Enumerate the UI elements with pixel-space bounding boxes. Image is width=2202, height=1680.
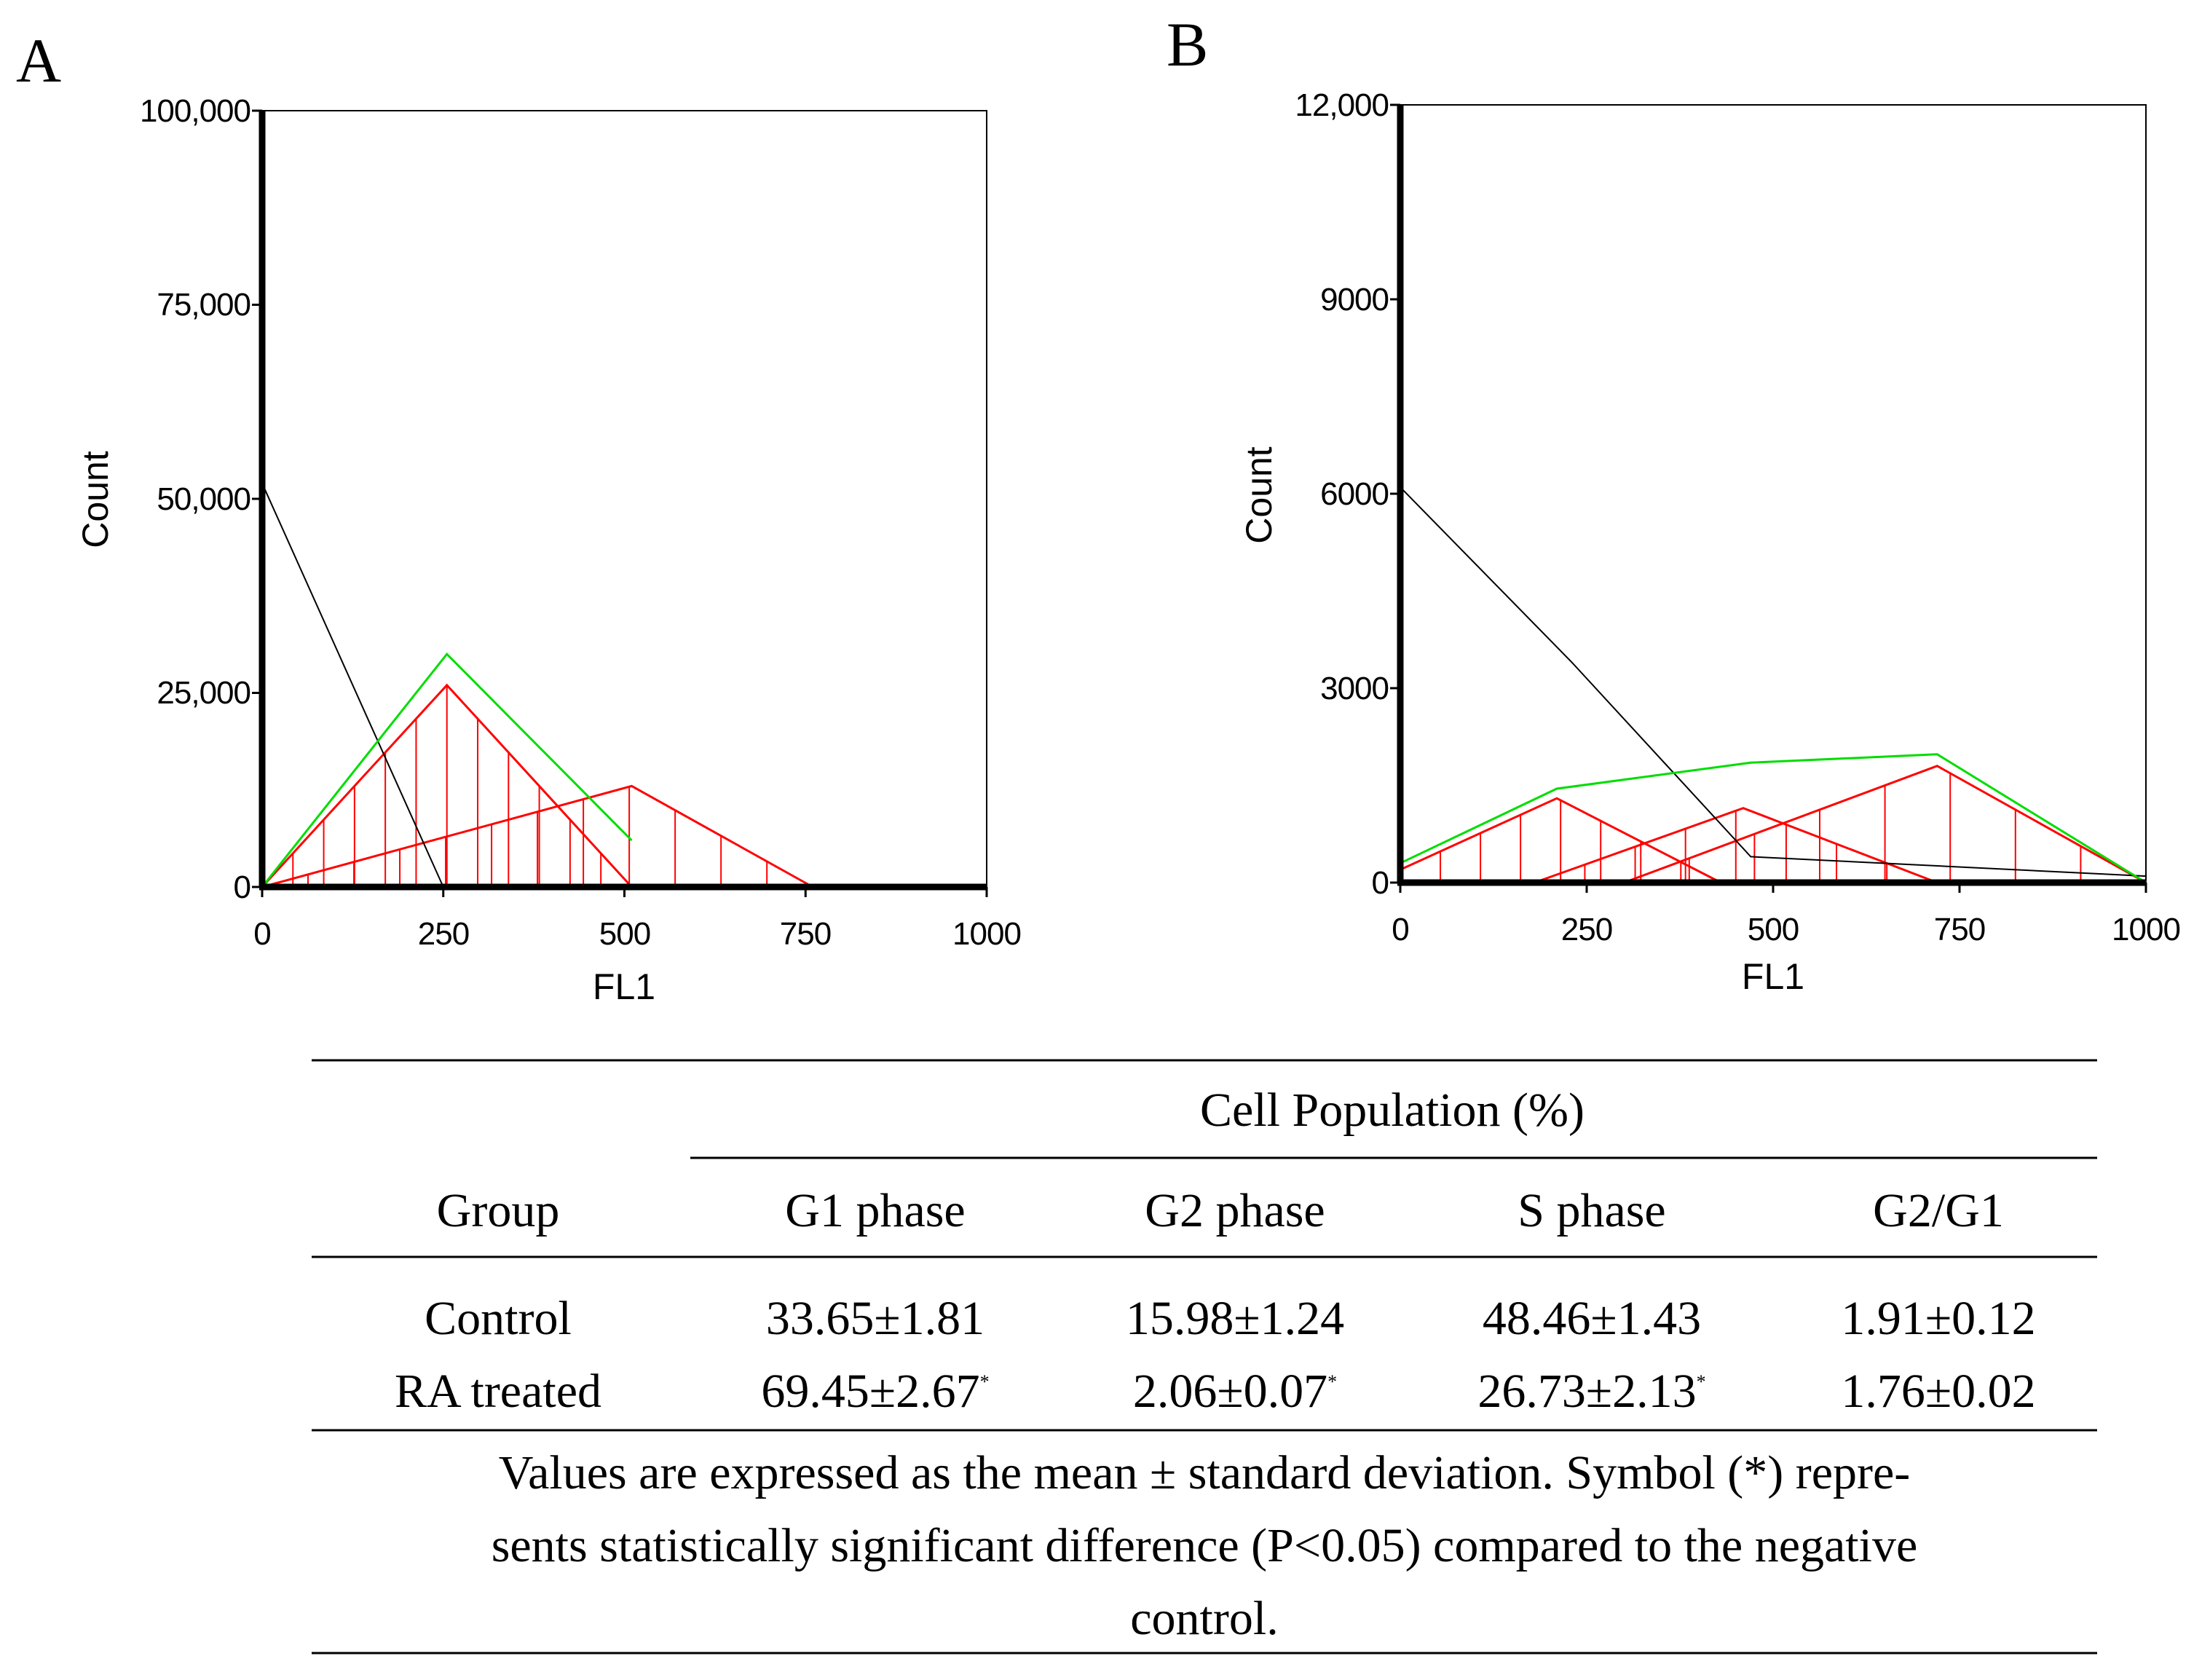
- peak-line: [261, 683, 633, 888]
- column-header-g1: G1 phase: [785, 1184, 965, 1237]
- y-tick-label: 75,000: [157, 287, 250, 323]
- significance-mark: *: [1327, 1371, 1337, 1392]
- table-note-line: Values are expressed as the mean ± stand…: [499, 1446, 1911, 1499]
- x-tick-label: 250: [418, 916, 469, 952]
- debris-line: [261, 483, 444, 888]
- cell-value: 2.06±0.07: [1133, 1365, 1327, 1418]
- fit-line: [261, 652, 633, 888]
- y-tick-label: 12,000: [1295, 87, 1389, 123]
- y-tick-label: 3000: [1320, 671, 1389, 706]
- table-note-line: sents statistically significant differen…: [492, 1519, 1918, 1572]
- cell-g2: 15.98±1.24: [1126, 1292, 1344, 1345]
- cell-ratio: 1.91±0.12: [1841, 1292, 2035, 1345]
- fit-line: [1400, 753, 2147, 884]
- cell-s: 26.73±2.13*: [1477, 1365, 1705, 1418]
- x-tick-label: 500: [599, 916, 650, 952]
- panel-letter-a: A: [16, 25, 61, 95]
- panel-a: A 0 25,000 50,000 75,000 100,000 0 250 5…: [16, 25, 1022, 1007]
- peak-line: [1623, 765, 2147, 884]
- table-row: RA treated 69.45±2.67* 2.06±0.07* 26.73±…: [395, 1365, 2036, 1418]
- plot-frame-b: [1400, 104, 2147, 883]
- table-span-header: Cell Population (%): [1200, 1084, 1585, 1137]
- cell-value: 48.46±1.43: [1483, 1292, 1701, 1345]
- debris-line: [1400, 486, 2147, 878]
- x-tick-label: 1000: [952, 916, 1021, 952]
- y-tick-label: 100,000: [140, 93, 250, 129]
- y-tick-label: 9000: [1320, 282, 1389, 318]
- significance-mark: *: [980, 1371, 990, 1392]
- peak-line: [1534, 807, 1938, 884]
- x-tick-label: 1000: [2112, 912, 2180, 947]
- y-tick-label: 0: [234, 869, 250, 905]
- x-ticks-a: [261, 887, 988, 897]
- x-tick-label: 0: [253, 916, 270, 952]
- y-ticks-b: [1390, 103, 1400, 884]
- column-header-group: Group: [437, 1184, 560, 1237]
- table-note-line: control.: [1130, 1592, 1278, 1645]
- x-tick-label: 750: [1934, 912, 1985, 947]
- panel-b: B 0 3000 6000 9000 12,000 0 250 500 750 …: [1167, 9, 2181, 997]
- column-header-g2: G2 phase: [1145, 1184, 1325, 1237]
- cell-value: 69.45±2.67: [761, 1365, 979, 1418]
- cell-g2: 2.06±0.07*: [1133, 1365, 1337, 1418]
- x-tick-label: 750: [780, 916, 831, 952]
- series-group-a: [261, 483, 813, 888]
- significance-mark: *: [1697, 1371, 1706, 1392]
- y-axis-title-b: Count: [1239, 446, 1279, 544]
- peak-line: [261, 784, 813, 888]
- cell-value: 15.98±1.24: [1126, 1292, 1344, 1345]
- panel-letter-b: B: [1167, 9, 1208, 79]
- x-tick-label: 250: [1561, 912, 1612, 947]
- x-tick-label: 500: [1748, 912, 1799, 947]
- y-tick-label: 25,000: [157, 675, 250, 711]
- cell-value: 26.73±2.13: [1477, 1365, 1696, 1418]
- cell-group: Control: [425, 1292, 572, 1345]
- cell-g1: 33.65±1.81: [766, 1292, 984, 1345]
- cell-group: RA treated: [395, 1365, 601, 1418]
- x-axis-title-b: FL1: [1742, 956, 1804, 997]
- cell-value: 33.65±1.81: [766, 1292, 984, 1345]
- cell-s: 48.46±1.43: [1483, 1292, 1701, 1345]
- column-header-ratio: G2/G1: [1873, 1184, 2004, 1237]
- table-row: Control 33.65±1.81 15.98±1.24 48.46±1.43…: [425, 1292, 2035, 1345]
- cell-ratio: 1.76±0.02: [1841, 1365, 2035, 1418]
- y-tick-label: 6000: [1320, 476, 1389, 512]
- y-tick-label: 0: [1372, 865, 1389, 901]
- y-tick-label: 50,000: [157, 481, 250, 517]
- x-ticks-b: [1399, 883, 2147, 893]
- results-table: Cell Population (%) Group G1 phase G2 ph…: [312, 1059, 2097, 1655]
- column-header-s: S phase: [1518, 1184, 1665, 1237]
- plot-frame-a: [261, 110, 987, 888]
- y-axis-title-a: Count: [75, 451, 116, 548]
- x-axis-title-a: FL1: [593, 966, 655, 1007]
- series-group-b: [1400, 486, 2147, 884]
- x-tick-label: 0: [1392, 912, 1408, 947]
- cell-g1: 69.45±2.67*: [761, 1365, 989, 1418]
- y-ticks-a: [252, 109, 262, 888]
- peak-line: [1400, 797, 1721, 884]
